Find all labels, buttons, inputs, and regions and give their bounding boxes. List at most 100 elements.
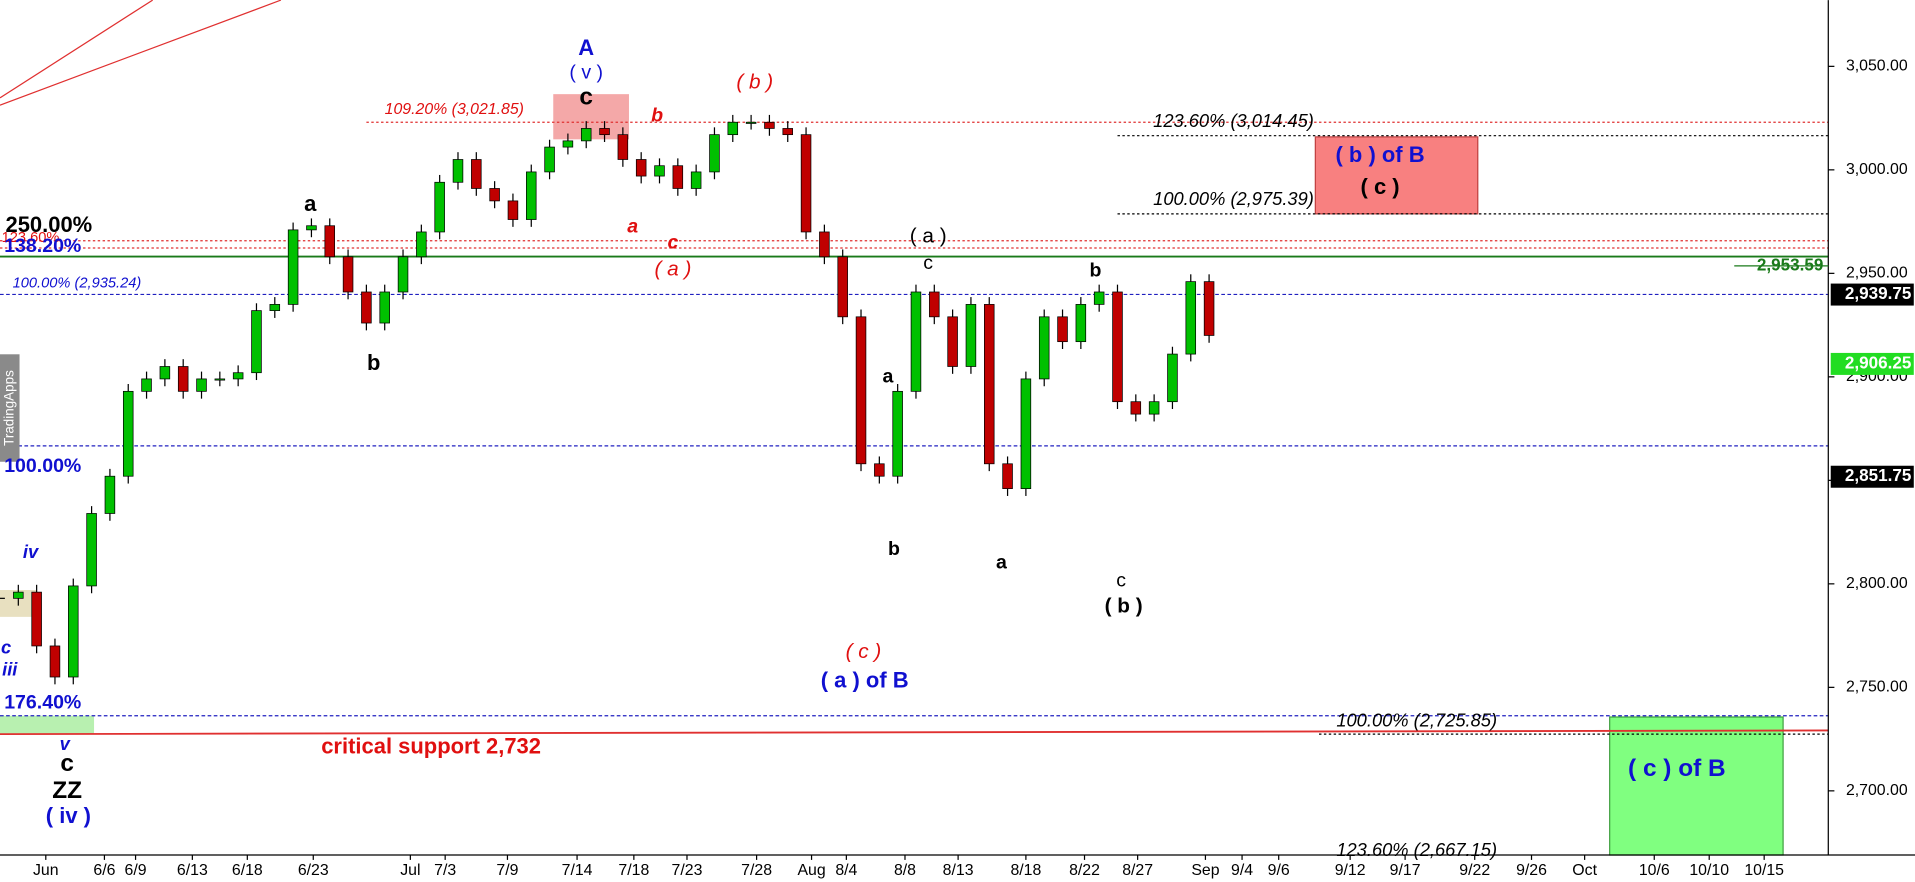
annotation: ( b ) bbox=[1105, 595, 1143, 618]
candle bbox=[580, 128, 592, 142]
candle bbox=[489, 188, 500, 202]
x-tick-label: 9/4 bbox=[1231, 862, 1253, 879]
x-tick-label: Oct bbox=[1572, 862, 1597, 879]
zone bbox=[0, 715, 95, 735]
price-label: 2,939.75 bbox=[1845, 284, 1912, 303]
candle bbox=[287, 229, 299, 305]
x-tick-label: Aug bbox=[797, 862, 825, 879]
candle bbox=[1203, 281, 1215, 336]
decorations bbox=[0, 0, 1829, 856]
candle bbox=[709, 134, 720, 173]
candle bbox=[324, 225, 336, 258]
candle bbox=[68, 585, 79, 678]
candle bbox=[874, 463, 885, 477]
annotation: c bbox=[60, 750, 74, 777]
x-tick-label: 9/22 bbox=[1459, 862, 1490, 879]
annotation: 123.60% (3,014.45) bbox=[1153, 110, 1314, 131]
price-label-box bbox=[1830, 352, 1914, 375]
y-tick-label: 2,950.00 bbox=[1846, 265, 1908, 282]
candle bbox=[599, 128, 610, 136]
candle bbox=[947, 316, 958, 367]
annotation: 100.00% bbox=[4, 455, 81, 477]
x-tick-label: 9/6 bbox=[1268, 862, 1290, 879]
candle bbox=[507, 200, 519, 220]
support-line bbox=[0, 729, 1829, 736]
annotation: TradingApps bbox=[1, 370, 16, 446]
watermark-tab bbox=[0, 354, 20, 462]
price-label: 2,851.75 bbox=[1845, 466, 1912, 485]
x-tick-label: 10/6 bbox=[1639, 862, 1670, 879]
annotation: a bbox=[882, 366, 893, 388]
price-label-box bbox=[1830, 283, 1914, 306]
x-tick-label: 8/22 bbox=[1069, 862, 1100, 879]
candle bbox=[1038, 316, 1050, 380]
x-tick-label: 9/26 bbox=[1516, 862, 1547, 879]
annotation: ( c ) of B bbox=[1628, 755, 1726, 782]
candle bbox=[13, 591, 24, 599]
candle bbox=[782, 128, 793, 136]
x-tick-label: Jul bbox=[400, 862, 420, 879]
annotation: v bbox=[60, 733, 71, 754]
annotation: c bbox=[923, 252, 933, 274]
annotation: ( b ) bbox=[736, 71, 773, 94]
annotation: ( v ) bbox=[569, 62, 603, 84]
x-tick-label: 9/12 bbox=[1335, 862, 1366, 879]
trend-line bbox=[0, 0, 282, 106]
annotation: ( c ) bbox=[846, 640, 882, 663]
candle bbox=[104, 475, 116, 514]
candle bbox=[764, 121, 775, 129]
annotation: ( b ) of B bbox=[1336, 142, 1425, 167]
x-tick-label: 9/17 bbox=[1390, 862, 1421, 879]
candle bbox=[269, 304, 281, 311]
candle bbox=[672, 165, 684, 189]
x-tick-label: Jun bbox=[33, 862, 59, 879]
candle bbox=[544, 146, 555, 173]
x-tick-label: 6/6 bbox=[93, 862, 115, 879]
annotation: c bbox=[1116, 570, 1126, 592]
annotation: 176.40% bbox=[4, 692, 81, 714]
annotation: 100.00% (2,975.39) bbox=[1153, 188, 1314, 209]
x-tick-label: 7/23 bbox=[672, 862, 703, 879]
annotation: iii bbox=[2, 658, 18, 679]
candle bbox=[379, 291, 390, 324]
trend-line bbox=[0, 0, 153, 99]
candle bbox=[855, 316, 867, 465]
x-tick-label: 7/3 bbox=[434, 862, 456, 879]
annotation: ( c ) bbox=[1361, 174, 1400, 199]
candles bbox=[0, 114, 1215, 685]
candle bbox=[1130, 401, 1142, 415]
candle bbox=[141, 378, 152, 392]
candle bbox=[122, 390, 134, 477]
price-label: 2,953.59 bbox=[1757, 255, 1823, 274]
annotation: 250.00% bbox=[5, 212, 92, 237]
annotation: a bbox=[304, 191, 317, 216]
candle bbox=[800, 134, 812, 233]
candle bbox=[1093, 291, 1105, 305]
candle bbox=[837, 256, 848, 318]
annotation: a bbox=[996, 551, 1007, 573]
x-tick-label: 8/8 bbox=[894, 862, 916, 879]
candle bbox=[1075, 304, 1087, 343]
x-tick-label: 7/28 bbox=[741, 862, 772, 879]
candle bbox=[306, 225, 317, 231]
candle bbox=[892, 390, 903, 477]
annotation: c bbox=[667, 231, 678, 253]
x-tick-label: 7/14 bbox=[562, 862, 593, 879]
annotation: ( a ) bbox=[910, 225, 947, 248]
candle bbox=[159, 366, 171, 380]
price-axis bbox=[1828, 0, 1915, 882]
candle bbox=[965, 304, 977, 367]
candle bbox=[196, 378, 207, 392]
target-box bbox=[1609, 716, 1784, 856]
annotation: b bbox=[367, 350, 380, 375]
annotation: 109.20% (3,021.85) bbox=[385, 101, 524, 118]
target-box bbox=[1314, 136, 1479, 215]
x-tick-label: 8/13 bbox=[943, 862, 974, 879]
y-tick-label: 2,750.00 bbox=[1846, 679, 1908, 696]
candle bbox=[397, 256, 409, 293]
candle bbox=[214, 378, 226, 381]
candle bbox=[86, 513, 97, 587]
